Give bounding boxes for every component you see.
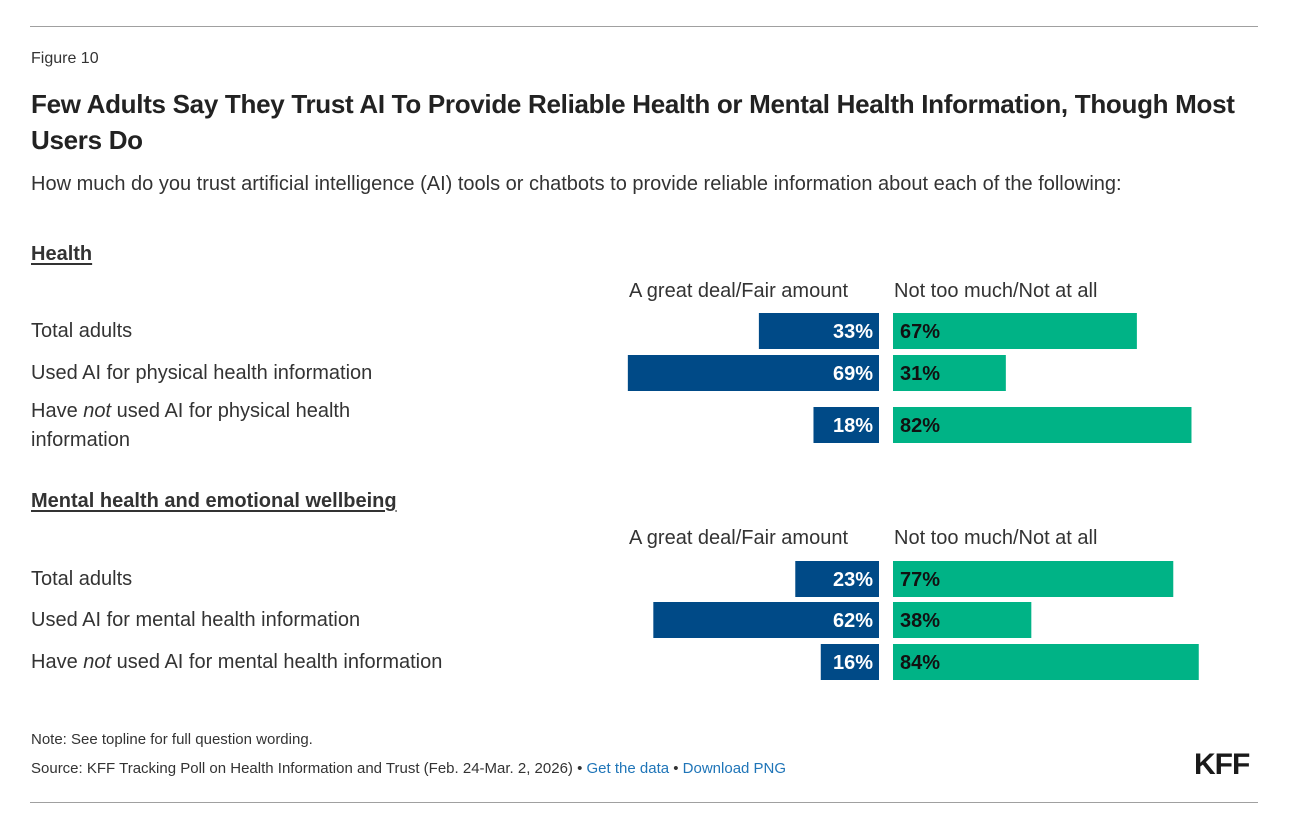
download-png-link[interactable]: Download PNG	[682, 760, 787, 777]
bar-distrust	[893, 313, 1137, 349]
section-heading-mental-health: Mental health and emotional wellbeing	[31, 490, 397, 512]
bar-distrust	[893, 644, 1199, 680]
bar-distrust	[893, 602, 1032, 638]
row-label: Used AI for mental health information	[31, 606, 591, 635]
source-text: Source: KFF Tracking Poll on Health Info…	[31, 760, 573, 777]
bar-trust	[813, 407, 879, 443]
bar-trust	[795, 561, 879, 597]
row-label-text: Used AI for physical health information	[31, 362, 373, 384]
row-label: Have not used AI for physical health inf…	[31, 397, 411, 455]
data-label-distrust: 31%	[900, 363, 940, 385]
get-the-data-link[interactable]: Get the data	[586, 760, 670, 777]
data-label-distrust: 82%	[900, 415, 940, 437]
kff-logo: KFF	[1194, 748, 1250, 781]
row-label-text: used AI for physical health information	[31, 400, 351, 451]
data-label-distrust: 84%	[900, 652, 940, 674]
row-label-text: Used AI for mental health information	[31, 609, 361, 631]
column-header-trust: A great deal/Fair amount	[629, 280, 849, 302]
bar-distrust	[893, 355, 1006, 391]
data-label-trust: 69%	[833, 363, 873, 385]
data-label-distrust: 77%	[900, 569, 940, 591]
data-label-trust: 62%	[833, 610, 873, 632]
row-label-text: Total adults	[31, 568, 133, 590]
chart-source: Source: KFF Tracking Poll on Health Info…	[31, 760, 786, 777]
column-header-distrust: Not too much/Not at all	[894, 527, 1098, 549]
figure-label: Figure 10	[31, 50, 99, 67]
bar-trust	[627, 355, 879, 391]
top-divider	[30, 26, 1258, 27]
row-label-text: Have	[31, 400, 84, 422]
row-label-emphasis: not	[83, 400, 112, 422]
data-label-distrust: 38%	[900, 610, 940, 632]
chart-title: Few Adults Say They Trust AI To Provide …	[31, 89, 1235, 155]
data-label-trust: 23%	[833, 569, 873, 591]
bar-distrust	[893, 561, 1174, 597]
bar-trust	[653, 602, 879, 638]
row-label-text: Total adults	[31, 320, 133, 342]
column-header-trust: A great deal/Fair amount	[629, 527, 849, 549]
chart-subtitle: How much do you trust artificial intelli…	[31, 173, 1122, 195]
row-label: Total adults	[31, 565, 431, 594]
bar-distrust	[893, 407, 1192, 443]
column-header-distrust: Not too much/Not at all	[894, 280, 1098, 302]
separator: •	[572, 760, 587, 777]
chart-note: Note: See topline for full question word…	[31, 731, 313, 748]
separator: •	[669, 760, 683, 777]
row-label: Have not used AI for mental health infor…	[31, 648, 591, 677]
bar-trust	[758, 313, 879, 349]
data-label-trust: 33%	[833, 321, 873, 343]
data-label-trust: 16%	[833, 652, 873, 674]
row-label-emphasis: not	[83, 651, 112, 673]
bar-trust	[820, 644, 879, 680]
row-label-text: Have	[31, 651, 84, 673]
data-label-trust: 18%	[833, 415, 873, 437]
section-heading-health: Health	[31, 243, 93, 265]
row-label-text: used AI for mental health information	[111, 651, 443, 673]
bottom-divider	[30, 802, 1258, 803]
row-label: Used AI for physical health information	[31, 359, 591, 388]
row-label: Total adults	[31, 317, 431, 346]
data-label-distrust: 67%	[900, 321, 940, 343]
